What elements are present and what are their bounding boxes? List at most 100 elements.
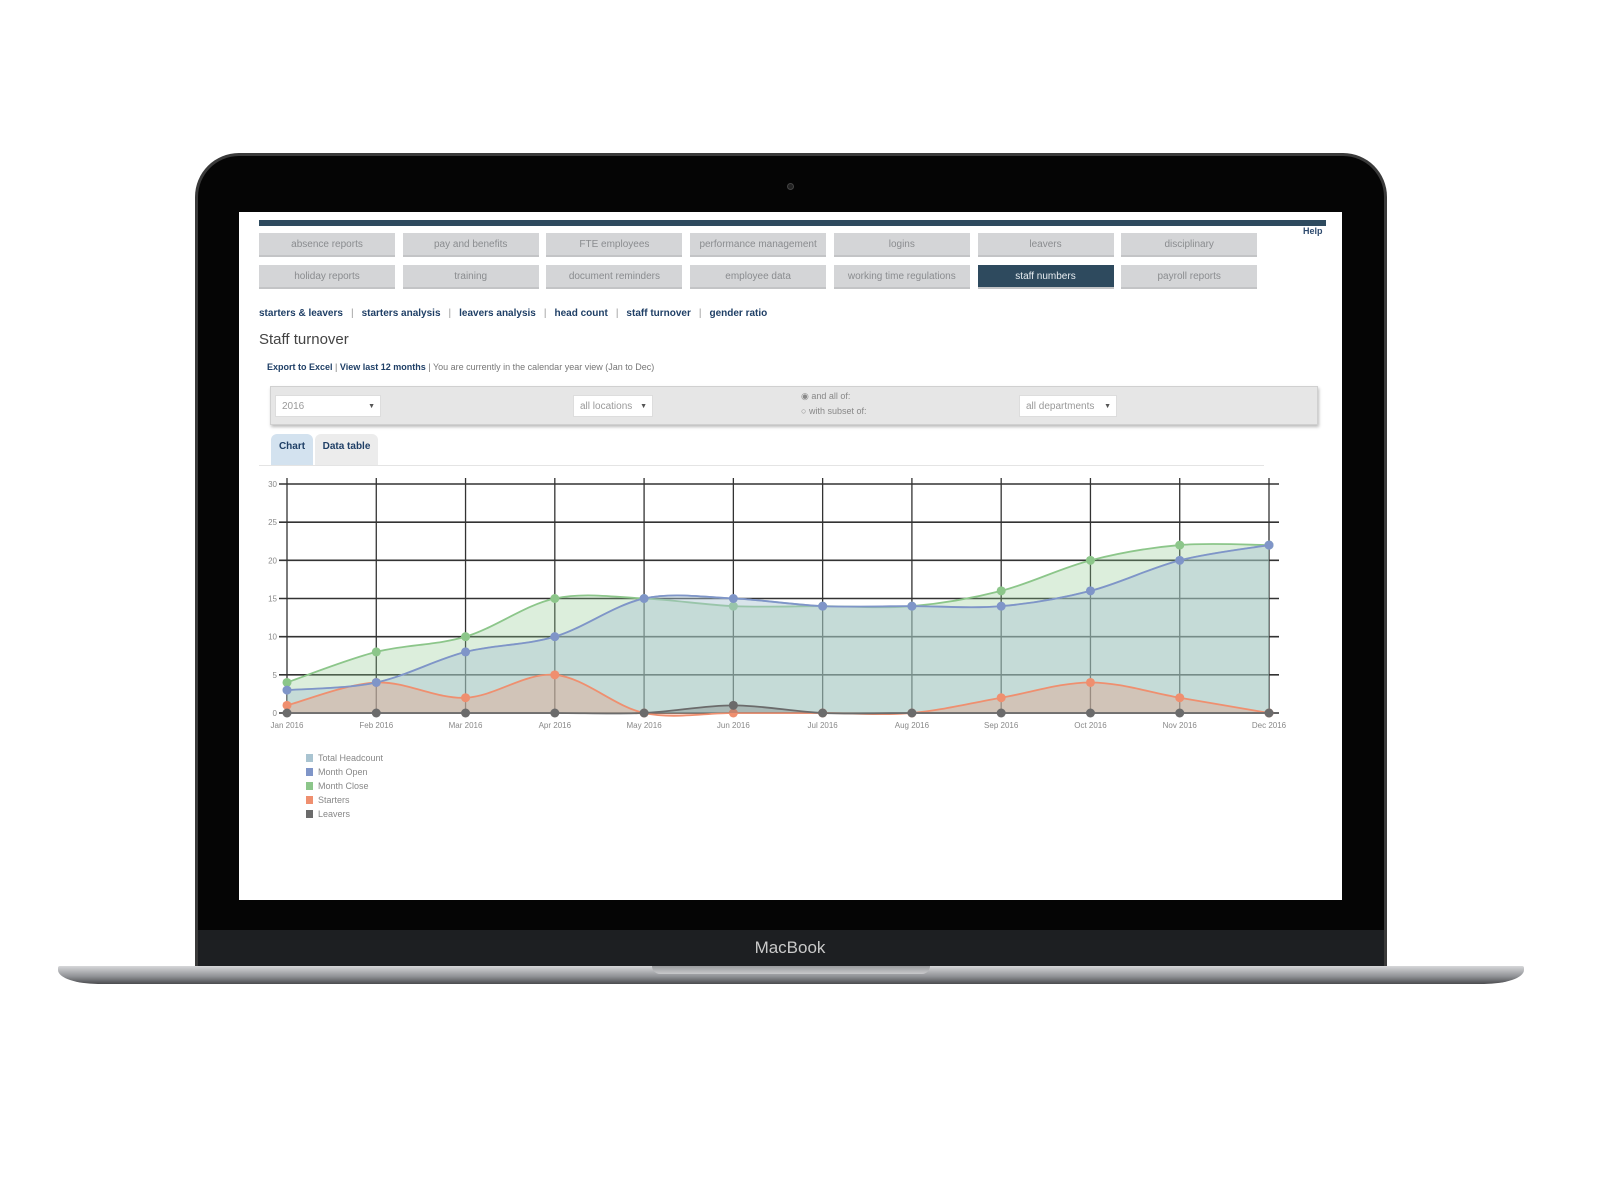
nav-payroll-reports[interactable]: payroll reports (1121, 265, 1258, 289)
legend-swatch (306, 796, 313, 804)
nav-employee-data[interactable]: employee data (690, 265, 827, 289)
point-starters (461, 693, 471, 703)
x-tick-label: Apr 2016 (539, 721, 572, 730)
point-month-close (1175, 540, 1185, 550)
nav-disciplinary[interactable]: disciplinary (1121, 233, 1258, 257)
point-leavers (371, 708, 381, 718)
line-month-open (286, 544, 1270, 691)
radio-with-subset-of[interactable]: ○ with subset of: (801, 406, 866, 416)
point-leavers (996, 708, 1006, 718)
point-starters (282, 700, 292, 710)
help-link[interactable]: Help (1303, 226, 1323, 236)
location-select[interactable]: all locations ▼ (573, 395, 653, 417)
separator: | (350, 308, 354, 319)
nav-holiday-reports[interactable]: holiday reports (259, 265, 395, 289)
point-month-open (1085, 586, 1095, 596)
x-tick-label: May 2016 (627, 721, 663, 730)
subnav-leavers-analysis[interactable]: leavers analysis (459, 308, 536, 319)
legend-swatch (306, 782, 313, 790)
radio-and-all-of[interactable]: ◉ and all of: (801, 391, 850, 402)
dropdown-arrow-icon: ▼ (368, 403, 375, 410)
nav-leavers[interactable]: leavers (977, 233, 1114, 257)
legend-item[interactable]: Starters (306, 795, 350, 805)
point-leavers (1175, 708, 1185, 718)
line-starters (286, 673, 1270, 717)
subnav-starters-leavers[interactable]: starters & leavers (259, 308, 343, 319)
separator: | (543, 308, 547, 319)
y-tick-label: 10 (268, 633, 277, 642)
point-leavers (639, 708, 649, 718)
x-tick-label: Dec 2016 (1252, 721, 1287, 730)
legend-label: Leavers (318, 809, 351, 819)
point-month-open (818, 601, 828, 611)
y-tick-label: 15 (268, 595, 277, 604)
point-month-open (282, 685, 292, 695)
nav-FTE-employees[interactable]: FTE employees (546, 233, 683, 257)
point-leavers (550, 708, 560, 718)
y-tick-label: 0 (273, 709, 278, 718)
sub-nav: starters & leavers | starters analysis | lea… (259, 308, 767, 319)
y-tick-label: 25 (268, 518, 277, 527)
legend-item[interactable]: Month Open (306, 767, 368, 777)
radio-label: with subset of: (808, 406, 867, 416)
radio-unchecked-icon: ○ (801, 406, 807, 416)
laptop-brand-logo: MacBook (754, 938, 826, 957)
point-month-close (371, 647, 381, 657)
line-month-close (286, 543, 1270, 684)
legend-swatch (306, 810, 313, 818)
nav-pay-and-benefits[interactable]: pay and benefits (402, 233, 539, 257)
subnav-starters-analysis[interactable]: starters analysis (361, 308, 441, 319)
nav-absence-reports[interactable]: absence reports (259, 233, 395, 257)
point-month-open (1264, 540, 1274, 550)
tab-chart[interactable]: Chart (271, 434, 313, 466)
y-tick-label: 5 (273, 671, 278, 680)
area-total-headcount (287, 545, 1269, 713)
nav-working-time-regulations[interactable]: working time regulations (833, 265, 970, 289)
legend-item[interactable]: Month Close (306, 781, 369, 791)
x-tick-label: Feb 2016 (359, 721, 393, 730)
staff-turnover-chart: 0 5 10 15 20 25 30 Jan 2016 Feb 2016 Mar 2016 Apr … (268, 478, 1287, 730)
nav-document-reminders[interactable]: document reminders (546, 265, 683, 289)
point-starters (728, 708, 738, 718)
radio-checked-icon: ◉ (801, 391, 809, 401)
point-month-open (907, 601, 917, 611)
x-tick-label: Mar 2016 (449, 721, 483, 730)
camera-icon (787, 183, 794, 190)
point-month-open (728, 594, 738, 603)
subnav-gender-ratio[interactable]: gender ratio (709, 308, 768, 319)
tab-data-table[interactable]: Data table (315, 434, 378, 466)
separator: | (698, 308, 702, 319)
point-month-open (371, 677, 381, 687)
laptop-hinge-notch (652, 966, 930, 974)
point-leavers (907, 708, 917, 718)
point-leavers (1085, 708, 1095, 718)
filter-bar: 2016 ▼ all locations ▼ ◉ and all of: ○ wit… (270, 386, 1318, 425)
point-starters (996, 693, 1006, 703)
year-select[interactable]: 2016 ▼ (275, 395, 381, 417)
nav-staff-numbers[interactable]: staff numbers (977, 265, 1114, 289)
screen: absence reports pay and benefits FTE emplo… (239, 212, 1342, 900)
x-tick-label: Jun 2016 (717, 721, 750, 730)
separator: | (448, 308, 452, 319)
point-month-open (1175, 555, 1185, 565)
separator: | (615, 308, 619, 319)
department-value: all departments (1026, 401, 1095, 412)
subnav-staff-turnover[interactable]: staff turnover (626, 308, 691, 319)
legend-item[interactable]: Total Headcount (306, 753, 383, 763)
legend-label: Total Headcount (318, 753, 384, 763)
calendar-view-note: | You are currently in the calendar year… (428, 362, 655, 372)
x-tick-label: Jul 2016 (808, 721, 839, 730)
nav-performance-management[interactable]: performance management (690, 233, 827, 257)
point-leavers (728, 700, 738, 710)
x-tick-label: Oct 2016 (1074, 721, 1107, 730)
export-excel-link[interactable]: Export to Excel (267, 362, 333, 372)
legend-item[interactable]: Leavers (306, 809, 350, 819)
nav-logins[interactable]: logins (833, 233, 970, 257)
legend-swatch (306, 768, 313, 776)
y-tick-label: 20 (268, 556, 277, 565)
view-last-12-months-link[interactable]: View last 12 months (339, 362, 426, 372)
department-select[interactable]: all departments ▼ (1019, 395, 1117, 417)
nav-training[interactable]: training (402, 265, 539, 289)
point-leavers (461, 708, 471, 718)
subnav-head-count[interactable]: head count (554, 308, 608, 319)
